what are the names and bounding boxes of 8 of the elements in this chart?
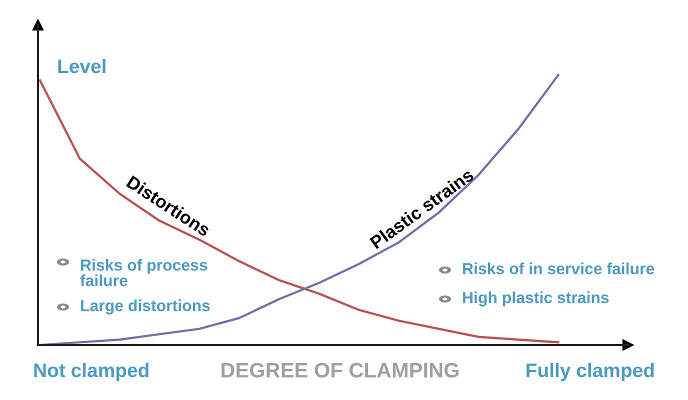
annotation: High plastic strains [463, 292, 609, 306]
annotation: Large distortions [81, 300, 210, 314]
text: Not clamped [34, 362, 148, 382]
annotation: Risks of process failure [80, 259, 208, 286]
x-axis-title: DEGREE OF CLAMPING [222, 362, 459, 378]
y-axis-title: Level [58, 58, 106, 74]
text: Fully clamped [526, 362, 654, 382]
annotation: Risks of in service failure [463, 262, 654, 274]
